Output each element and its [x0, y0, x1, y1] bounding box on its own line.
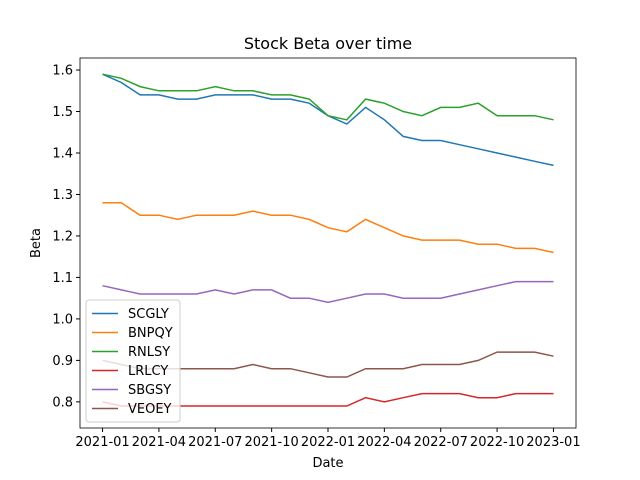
- legend-label: RNLSY: [128, 345, 170, 360]
- chart-title: Stock Beta over time: [244, 34, 412, 53]
- x-tick-label: 2021-07: [188, 435, 242, 450]
- x-tick-label: 2021-10: [244, 435, 298, 450]
- x-tick-label: 2022-04: [357, 435, 411, 450]
- series-line: [102, 280, 554, 304]
- x-tick-label: 2021-01: [75, 435, 129, 450]
- series-line: [102, 73, 554, 121]
- legend-label: VEOEY: [128, 402, 172, 417]
- y-tick-label: 0.9: [52, 354, 73, 369]
- x-tick-label: 2021-04: [132, 435, 186, 450]
- x-tick-label: 2022-07: [414, 435, 468, 450]
- y-tick-label: 1.2: [52, 229, 73, 244]
- y-tick-label: 1.3: [52, 188, 73, 203]
- y-tick-label: 1.5: [52, 105, 73, 120]
- legend-box: [85, 299, 181, 423]
- x-tick-label: 2023-01: [526, 435, 580, 450]
- y-tick-label: 1.4: [52, 146, 73, 161]
- y-tick-label: 1.1: [52, 271, 73, 286]
- y-tick-label: 1.6: [52, 64, 73, 79]
- y-tick-label: 0.8: [52, 395, 73, 410]
- series-line: [102, 202, 554, 254]
- legend-label: SCGLY: [128, 307, 169, 322]
- legend-label: LRLCY: [128, 364, 168, 379]
- x-tick-label: 2022-10: [470, 435, 524, 450]
- legend-label: SBGSY: [128, 383, 171, 398]
- legend-label: BNPQY: [128, 326, 173, 341]
- plot-frame: [79, 57, 577, 429]
- x-axis-label: Date: [312, 456, 343, 471]
- y-tick-label: 1.0: [52, 312, 73, 327]
- x-tick-label: 2022-01: [301, 435, 355, 450]
- y-axis-label: Beta: [29, 228, 44, 258]
- legend: SCGLY BNPQY RNLSY LRLCY SBGSY VEOEY: [85, 299, 181, 423]
